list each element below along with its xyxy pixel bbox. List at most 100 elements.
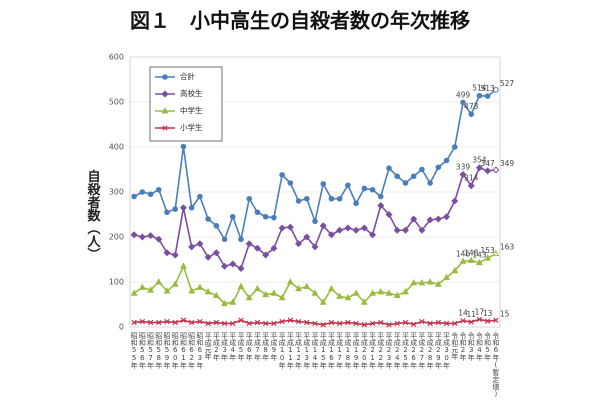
data-point — [286, 223, 294, 231]
data-point — [163, 287, 171, 294]
data-label: 514 — [472, 84, 487, 93]
data-point — [131, 193, 137, 200]
data-point — [196, 283, 204, 290]
x-tick-label: 平成18年 — [344, 332, 352, 370]
data-point — [344, 293, 352, 301]
x-tick-label: 昭和59年 — [163, 332, 171, 370]
data-point — [484, 167, 492, 175]
data-point — [180, 262, 187, 269]
x-tick-label: 平成13年 — [303, 332, 311, 370]
x-tick-label: 昭和55年 — [130, 332, 138, 370]
y-tick-label: 300 — [109, 188, 124, 197]
data-point — [262, 213, 269, 220]
data-point — [278, 293, 286, 301]
data-point — [205, 216, 211, 222]
data-point — [378, 319, 384, 326]
data-point — [254, 284, 261, 292]
data-point — [369, 186, 376, 193]
data-point — [245, 293, 253, 301]
data-point — [426, 278, 434, 285]
data-point — [131, 319, 137, 326]
data-point — [484, 318, 491, 324]
data-point — [188, 243, 196, 251]
data-label: 153 — [481, 246, 496, 255]
data-label: 13 — [483, 309, 493, 318]
data-label: 347 — [481, 159, 496, 168]
data-point — [360, 224, 368, 232]
data-point — [295, 198, 302, 204]
x-tick-label: 平成8年 — [262, 332, 270, 362]
data-point — [492, 166, 500, 174]
x-tick-label: 平成28年 — [426, 332, 434, 370]
x-tick-label: 昭和60年 — [171, 332, 179, 370]
data-point — [304, 319, 310, 326]
data-label: 473 — [464, 102, 479, 111]
data-point — [156, 319, 162, 326]
data-point — [427, 180, 433, 186]
x-tick-label: 平成16年 — [327, 332, 335, 370]
data-point — [328, 284, 335, 292]
data-point — [377, 201, 385, 210]
data-point — [197, 318, 203, 325]
data-point — [179, 204, 187, 212]
data-point — [172, 319, 178, 326]
data-label: 148 — [464, 248, 479, 257]
data-point — [369, 320, 376, 327]
data-point — [130, 289, 138, 296]
x-tick-label: 平成6年 — [245, 332, 253, 362]
x-tick-label: 平成23年 — [385, 332, 393, 370]
data-point — [336, 292, 344, 299]
data-point — [319, 222, 327, 230]
data-point — [172, 206, 179, 212]
data-point — [138, 283, 146, 290]
data-point — [377, 193, 384, 200]
data-point — [353, 200, 359, 207]
data-point — [443, 320, 450, 327]
data-point — [262, 290, 270, 298]
x-tick-label: 令和4年 — [475, 331, 483, 362]
data-point — [460, 318, 466, 324]
x-tick-label: 昭和56年 — [138, 332, 146, 370]
data-point — [147, 191, 154, 198]
data-point — [213, 319, 220, 326]
data-point — [196, 240, 204, 248]
data-label: 354 — [472, 156, 487, 165]
data-point — [188, 319, 195, 326]
data-point — [295, 240, 303, 248]
x-tick-label: 平成30年 — [443, 332, 451, 370]
data-point — [434, 280, 442, 287]
data-point — [295, 318, 302, 325]
x-tick-label: 令和6年(暫定値) — [492, 331, 500, 398]
data-point — [443, 213, 451, 221]
data-point — [164, 209, 170, 216]
data-point — [237, 264, 245, 273]
data-point — [287, 317, 294, 323]
data-label: 14 — [458, 309, 468, 318]
data-point — [147, 232, 155, 240]
data-point — [271, 214, 277, 221]
data-point — [493, 87, 499, 93]
data-point — [336, 320, 343, 327]
x-tick-label: 平成9年 — [270, 332, 278, 362]
legend-label: 高校生 — [180, 88, 203, 98]
data-point — [476, 258, 483, 266]
data-point — [475, 164, 483, 172]
data-point — [468, 319, 474, 325]
x-tick-label: 平成21年 — [369, 332, 377, 370]
data-point — [171, 251, 179, 259]
data-point — [336, 226, 344, 234]
data-point — [327, 231, 335, 239]
x-tick-label: 平成26年 — [410, 332, 418, 370]
data-label: 527 — [500, 79, 515, 88]
data-point — [287, 180, 294, 186]
x-tick-label: 令和5年 — [484, 331, 492, 362]
data-point — [311, 289, 319, 296]
data-point — [443, 157, 450, 164]
data-point — [262, 320, 269, 327]
data-point — [435, 164, 442, 171]
data-point — [460, 99, 466, 106]
data-point — [221, 236, 228, 243]
data-point — [452, 320, 458, 327]
data-point — [345, 319, 351, 326]
